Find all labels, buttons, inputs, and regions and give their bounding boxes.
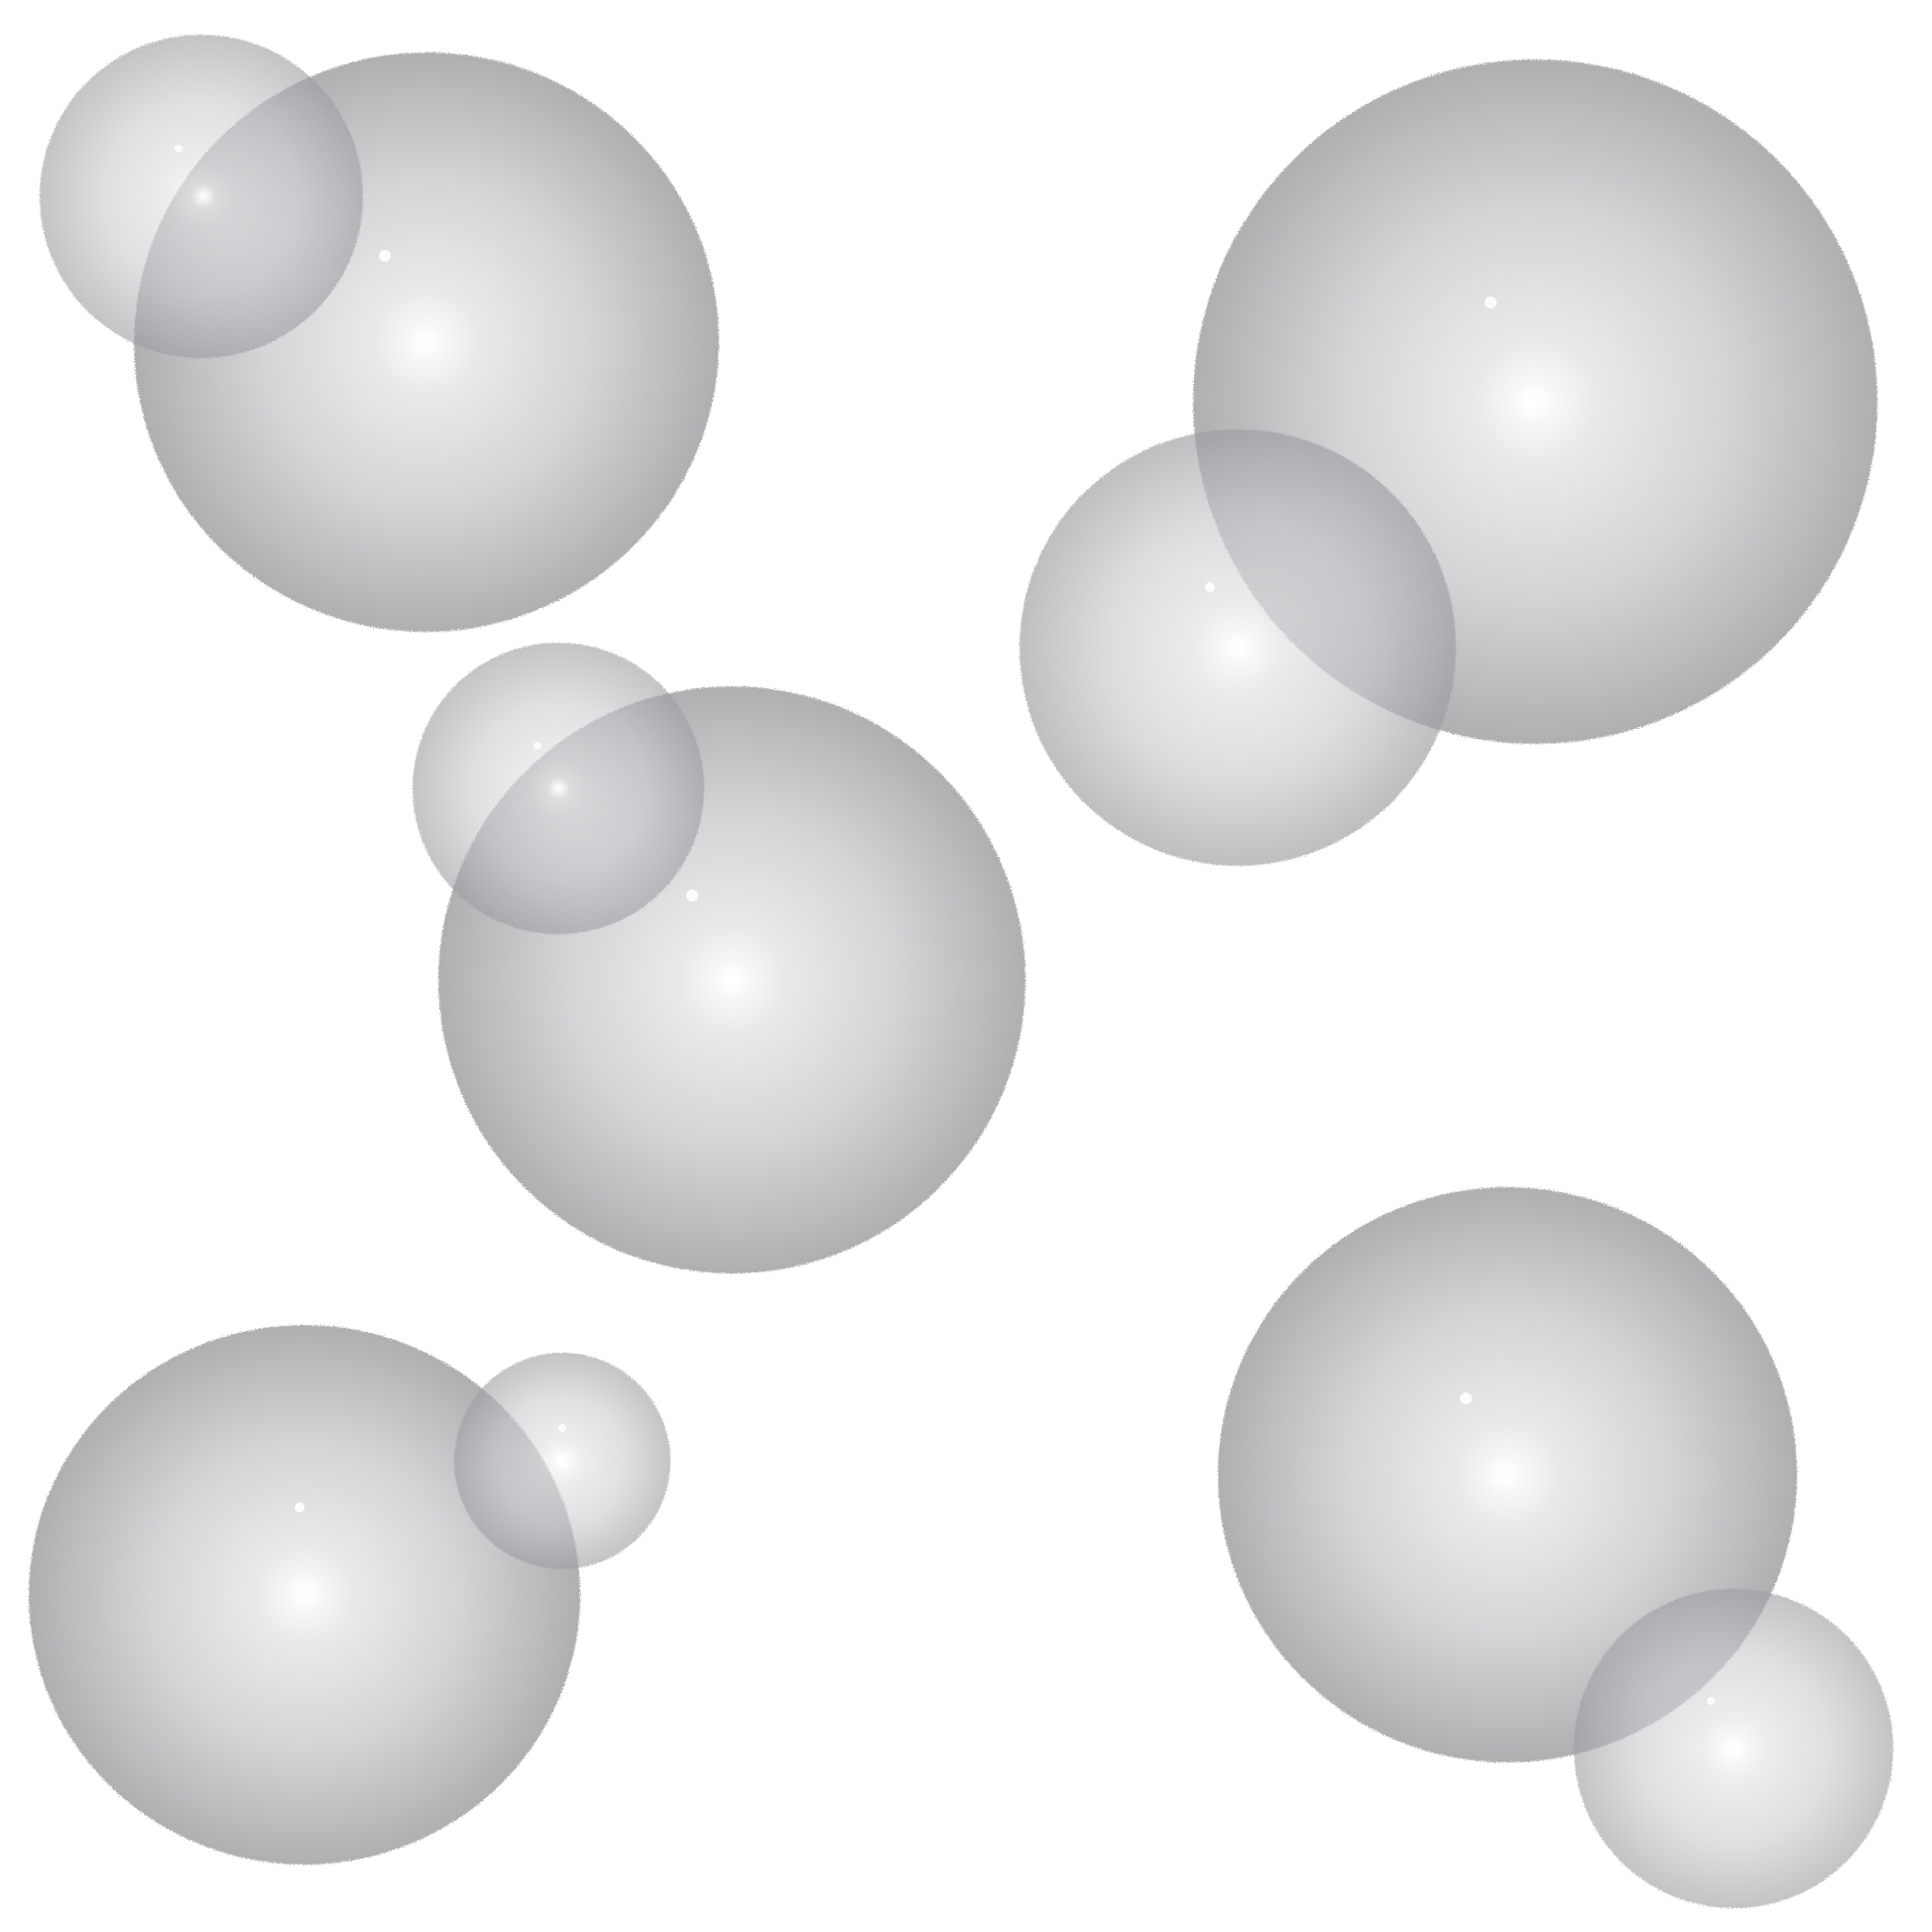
top-left-pair <box>40 6 765 678</box>
glint-small <box>191 184 215 208</box>
glint-small <box>1224 634 1252 662</box>
glint-large <box>714 962 750 998</box>
glint-small <box>547 778 569 799</box>
glint-large <box>1485 1457 1520 1493</box>
glint-spot <box>295 1503 304 1512</box>
glint-large <box>287 1574 322 1610</box>
glint-small <box>1722 1737 1746 1760</box>
glint-spot <box>379 250 391 262</box>
glint-large <box>407 324 442 360</box>
bottom-left-pair <box>29 1325 670 1865</box>
top-right-pair <box>1020 60 1877 866</box>
center-pair <box>413 643 1026 1273</box>
glint-spot <box>175 145 182 153</box>
glint-spot <box>1485 297 1497 308</box>
glint-small <box>552 1451 572 1471</box>
glint-spot <box>558 1424 566 1432</box>
glint-spot <box>1460 1392 1472 1404</box>
glint-spot <box>534 742 542 750</box>
glint-large <box>1512 382 1552 422</box>
bottom-right-pair <box>1218 1187 1893 1908</box>
glint-spot <box>1205 582 1215 592</box>
glint-spot <box>686 890 698 902</box>
glint-spot <box>1707 1697 1715 1705</box>
